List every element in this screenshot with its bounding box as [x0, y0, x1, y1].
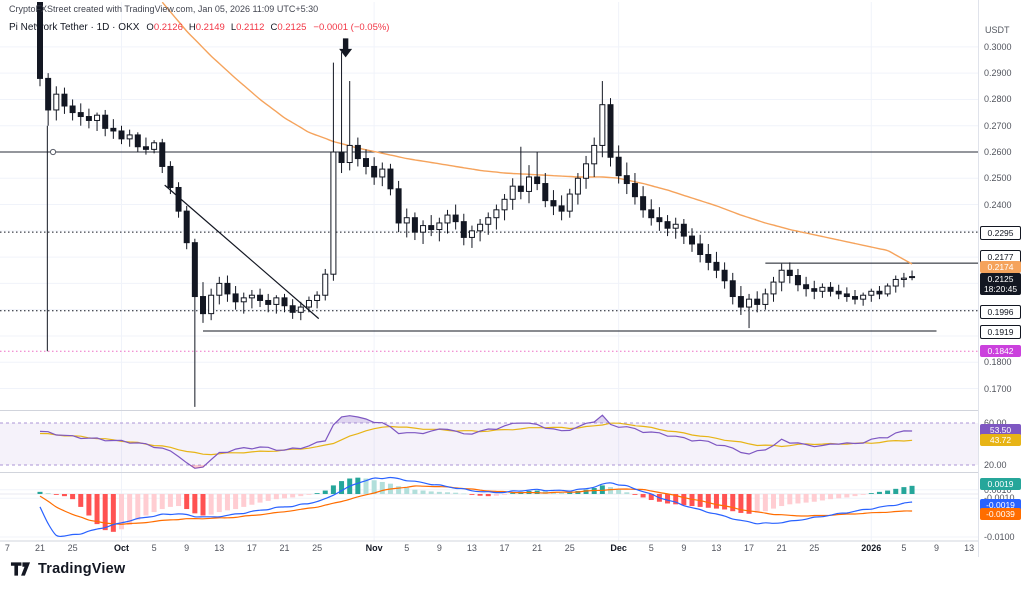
price-label: 0.1842 [980, 345, 1021, 358]
ohlc-item: O0.2126 [146, 22, 182, 33]
time-tick: 21 [532, 543, 543, 553]
time-tick: 9 [436, 543, 442, 553]
change-value: −0.0001 (−0.05%) [313, 22, 390, 33]
time-tick: 13 [964, 543, 975, 553]
axis-tick: 0.2800 [984, 94, 1012, 105]
symbol-title[interactable]: Pi Network Tether · 1D · OKX [9, 22, 140, 33]
rsi-pane [0, 414, 978, 469]
time-tick: 13 [214, 543, 225, 553]
axis-currency-label: USDT [985, 25, 1010, 35]
tradingview-logo[interactable]: TradingView [10, 561, 125, 577]
time-tick: Dec [610, 543, 627, 553]
ohlc-item: H0.2149 [189, 22, 225, 33]
axis-tick: 60.00 [984, 418, 1007, 428]
macd-signal-line [39, 485, 913, 525]
price-pane [0, 2, 978, 407]
time-tick: 17 [246, 543, 257, 553]
grid [0, 2, 978, 541]
time-tick: 5 [901, 543, 907, 553]
countdown-label: 18:20:45 [983, 283, 1018, 294]
time-tick: 9 [681, 543, 687, 553]
price-label: 0.2174 [980, 260, 1021, 273]
axis-tick: 20.00 [984, 460, 1007, 470]
ohlc-values: O0.2126 H0.2149 L0.2112 C0.2125 [146, 22, 306, 33]
time-tick: 5 [648, 543, 654, 553]
axis-tick: 0.2500 [984, 173, 1012, 184]
time-tick: 13 [466, 543, 477, 553]
time-tick: Oct [113, 543, 130, 553]
time-scale[interactable]: 7 21 25 Oct 5 9 13 17 21 25 Nov 5 9 13 17 21 25 Dec 5 9 13 17… [0, 543, 978, 558]
axis-tick: -0.0010 [984, 493, 1015, 503]
price-scale[interactable]: 0.3000 0.2900 0.2800 0.2700 0.2600 0.2500 0.24… [978, 0, 1024, 557]
price-label: 0.0019 [980, 477, 1021, 490]
rsi-line [39, 414, 913, 469]
ohlc-key: O [146, 22, 154, 33]
ohlc-value: 0.2112 [236, 22, 265, 33]
tradingview-brand-text: TradingView [38, 561, 126, 577]
time-tick: 7 [4, 543, 10, 553]
symbol-header: Pi Network Tether · 1D · OKX O0.2126 H0.2… [9, 22, 389, 33]
axis-tick: 0.3000 [984, 41, 1012, 52]
time-tick: 2026 [861, 543, 882, 553]
rsi-ma-line [39, 422, 913, 456]
axis-tick: 0.2400 [984, 199, 1012, 210]
price-label: 0.1919 [980, 324, 1021, 339]
price-label: 43.72 [980, 434, 1021, 447]
ohlc-key: L [230, 22, 237, 33]
axis-tick: -0.0100 [984, 532, 1015, 542]
price-label: 0.1996 [980, 304, 1021, 319]
axis-tick: 0.1800 [984, 357, 1012, 368]
time-tick: 21 [34, 543, 46, 553]
tradingview-icon [10, 562, 31, 576]
time-tick: 25 [312, 543, 323, 553]
ohlc-key: H [188, 22, 196, 33]
candlestick-series [37, 2, 916, 407]
time-tick: Nov [365, 543, 383, 553]
time-tick: 9 [933, 543, 940, 553]
ohlc-key: C [270, 22, 278, 33]
time-tick: 13 [711, 543, 722, 553]
time-tick: 5 [151, 543, 157, 553]
time-tick: 9 [184, 543, 190, 553]
price-label: 0.2295 [980, 226, 1021, 241]
down-arrow-marker [339, 38, 353, 58]
ohlc-value: 0.2149 [195, 22, 225, 33]
time-tick: 25 [67, 543, 78, 553]
attribution-text: CryptoFXStreet created with TradingView.… [9, 4, 319, 14]
axis-tick: 0.1700 [984, 383, 1012, 394]
ohlc-item: C0.2125 [270, 22, 306, 33]
time-tick: 5 [404, 543, 410, 553]
price-label: 0.2125 18:20:45 [980, 272, 1021, 295]
price-label: -0.0039 [980, 507, 1021, 520]
axis-tick: 0.2900 [984, 68, 1012, 79]
ohlc-item: L0.2112 [231, 22, 265, 33]
ma-line [161, 2, 913, 265]
time-tick: 25 [809, 543, 820, 553]
axis-tick: 0.2600 [984, 147, 1012, 157]
time-tick: 21 [776, 543, 787, 553]
ohlc-value: 0.2126 [153, 22, 183, 33]
time-tick: 25 [564, 543, 575, 553]
time-tick: 17 [744, 543, 755, 553]
time-tick: 21 [279, 543, 290, 553]
macd-pane [0, 476, 978, 538]
axis-tick: 0.2700 [984, 120, 1012, 131]
price-label: 53.50 [980, 423, 1021, 436]
ohlc-value: 0.2125 [277, 22, 307, 33]
macd-line [39, 476, 913, 538]
time-tick: 17 [499, 543, 510, 553]
